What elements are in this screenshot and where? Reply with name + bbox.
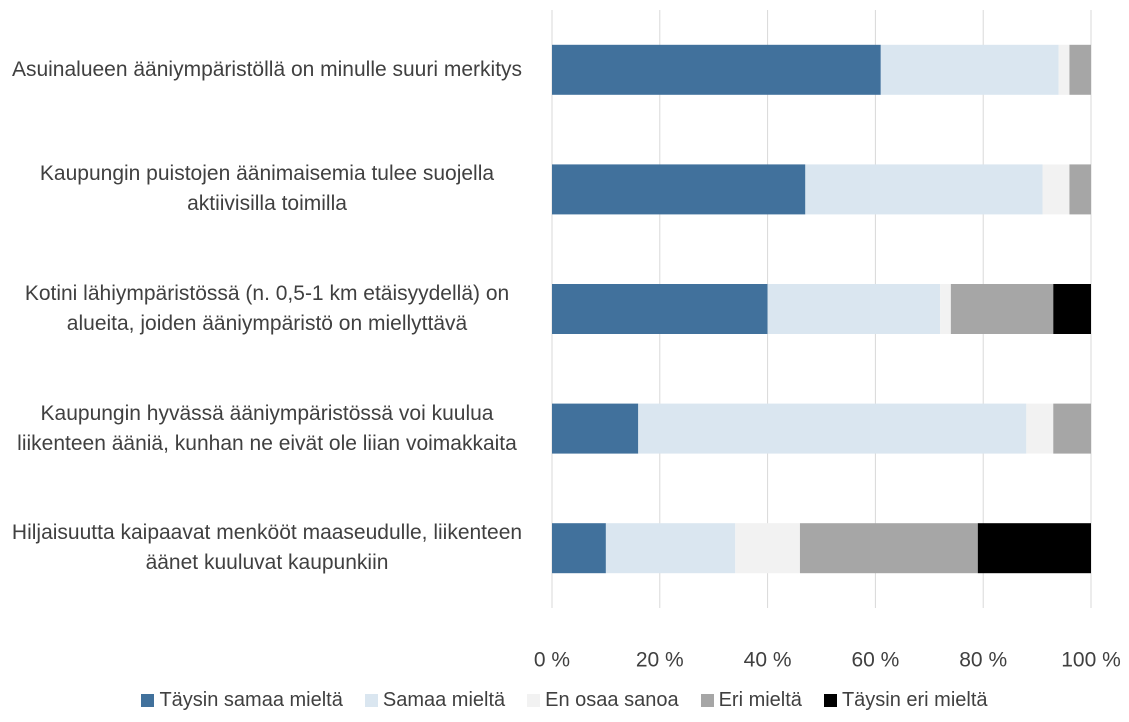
category-label: Kotini lähiympäristössä (n. 0,5-1 km etä…: [24, 282, 510, 335]
category-label: Kaupungin puistojen äänimaisemia tulee s…: [39, 162, 495, 216]
bar-segment: [977, 523, 1091, 574]
legend-label: En osaa sanoa: [545, 689, 679, 711]
bar-segment: [638, 403, 1027, 454]
bar-segment: [552, 523, 606, 574]
bar-segment: [1053, 284, 1091, 334]
legend-item: En osaa sanoa: [527, 689, 679, 712]
bar-segment: [552, 403, 639, 454]
legend-swatch: [700, 694, 714, 707]
category-label: Hiljaisuutta kaipaavat menkööt maaseudul…: [11, 521, 523, 575]
legend-swatch: [527, 694, 541, 707]
x-tick-label: 20 %: [636, 649, 684, 672]
legend-label: Samaa mieltä: [382, 689, 506, 711]
x-tick-label: 80 %: [959, 649, 1007, 672]
legend-label: Eri mieltä: [718, 689, 802, 711]
bar-segment: [552, 284, 768, 334]
legend-swatch: [141, 694, 155, 707]
bar-segment: [552, 164, 806, 215]
x-tick-label: 60 %: [851, 649, 899, 672]
category-label: Asuinalueen ääniympäristöllä on minulle …: [11, 57, 523, 81]
legend-swatch: [823, 694, 837, 707]
bar-segment: [940, 284, 951, 334]
x-tick-label: 100 %: [1061, 649, 1121, 672]
legend-item: Täysin eri mieltä: [823, 689, 988, 712]
legend-item: Täysin samaa mieltä: [141, 689, 343, 712]
legend-label: Täysin eri mieltä: [841, 689, 988, 711]
category-label: Kaupungin hyvässä ääniympäristössä voi k…: [17, 401, 517, 455]
bar-segment: [805, 164, 1043, 215]
bar-segment: [1069, 44, 1091, 95]
bar-segment: [1069, 164, 1091, 215]
bar-segment: [1058, 44, 1070, 95]
legend-label: Täysin samaa mieltä: [159, 689, 343, 711]
bar-segment: [767, 284, 941, 334]
bar-segment: [735, 523, 800, 574]
bar-segment: [950, 284, 1054, 334]
x-tick-label: 0 %: [534, 649, 570, 672]
bar-segment: [605, 523, 736, 574]
bar-segment: [1053, 403, 1091, 454]
bar-segment: [552, 44, 881, 95]
legend-item: Samaa mieltä: [364, 689, 506, 712]
legend-swatch: [364, 694, 378, 707]
legend: Täysin samaa mieltä Samaa mieltä En osaa s…: [0, 689, 1129, 712]
legend-item: Eri mieltä: [700, 689, 802, 712]
x-tick-label: 40 %: [744, 649, 792, 672]
bar-segment: [880, 44, 1059, 95]
bar-segment: [1042, 164, 1070, 215]
bar-segment: [799, 523, 978, 574]
bar-segment: [1026, 403, 1054, 454]
